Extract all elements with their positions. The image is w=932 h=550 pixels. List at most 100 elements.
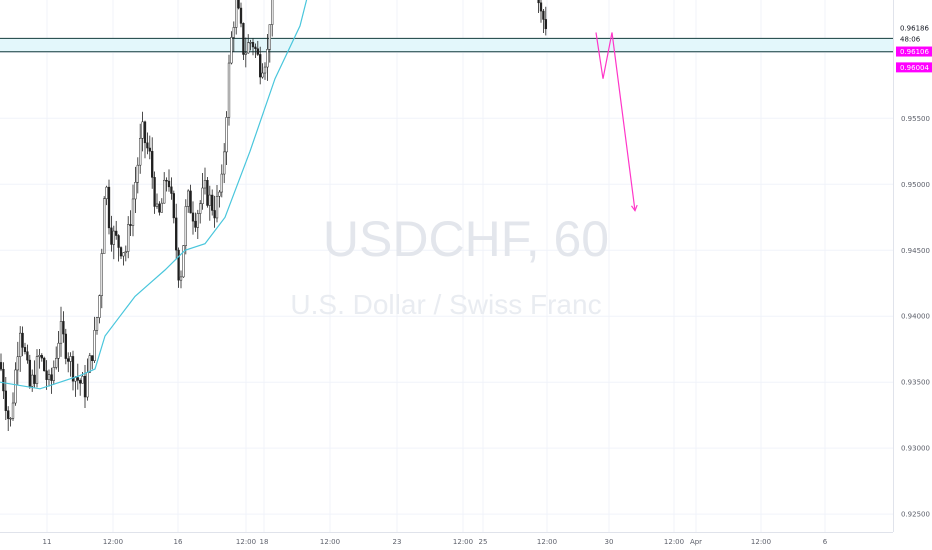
candle-body bbox=[215, 195, 219, 219]
candle-body bbox=[225, 117, 228, 153]
price-tag-box bbox=[896, 62, 932, 73]
candle-body bbox=[227, 62, 231, 118]
candle-body bbox=[52, 367, 55, 381]
time-tick-label: 12:00 bbox=[751, 538, 771, 546]
candle-body bbox=[136, 164, 139, 183]
candle-body bbox=[158, 203, 161, 213]
price-tag-box bbox=[896, 46, 932, 57]
support-resistance-zones[interactable] bbox=[0, 0, 893, 53]
watermark-symbol: USDCHF, 60 bbox=[323, 211, 609, 267]
time-tick-label: 23 bbox=[393, 538, 402, 546]
candle-body bbox=[127, 224, 130, 252]
candle-body bbox=[86, 372, 89, 398]
candle-body bbox=[93, 330, 96, 361]
candle-body bbox=[26, 351, 29, 361]
candle-body bbox=[115, 230, 118, 236]
price-tick-label: 0.94000 bbox=[901, 313, 930, 321]
candle-body bbox=[2, 368, 5, 392]
time-tick-label: 12:00 bbox=[453, 538, 473, 546]
time-tick-label: 25 bbox=[479, 538, 488, 546]
grid-lines bbox=[0, 0, 893, 532]
time-tick-label: 12:00 bbox=[103, 538, 123, 546]
candle-body bbox=[38, 355, 41, 357]
candle-body bbox=[16, 356, 19, 371]
candle-body bbox=[28, 359, 31, 387]
time-tick-label: 30 bbox=[605, 538, 614, 546]
price-tick-label: 0.95500 bbox=[901, 115, 930, 123]
arrow-head bbox=[630, 204, 638, 212]
candle-body bbox=[50, 374, 53, 381]
price-tick-label: 0.95000 bbox=[901, 181, 930, 189]
candle-body bbox=[160, 202, 163, 213]
candle-body bbox=[131, 198, 135, 226]
time-tick-label: 16 bbox=[174, 538, 183, 546]
time-axis-labels[interactable]: 11 12:00 16 12:00 18 12:00 23 12:00 25 12:00 30 12:… bbox=[43, 538, 828, 546]
price-tag-label: 48:06 bbox=[900, 36, 921, 44]
candle-body bbox=[43, 357, 46, 372]
candle-body bbox=[11, 402, 15, 419]
candle-body bbox=[23, 347, 27, 352]
price-tick-label: 0.94500 bbox=[901, 247, 930, 255]
candle-body bbox=[81, 375, 84, 384]
price-zone[interactable] bbox=[0, 38, 893, 52]
candle-body bbox=[119, 247, 123, 257]
candle-body bbox=[67, 358, 70, 362]
candle-body bbox=[537, 0, 540, 4]
candle-body bbox=[249, 42, 252, 44]
candle-body bbox=[230, 37, 233, 64]
candle-body bbox=[242, 23, 245, 55]
candle-body bbox=[4, 390, 7, 411]
candle-body bbox=[105, 186, 108, 199]
price-tag-label: 0.96186 bbox=[900, 24, 929, 32]
candle-body bbox=[45, 370, 48, 380]
candle-body bbox=[146, 142, 149, 149]
candle-body bbox=[88, 355, 91, 373]
price-tick-label: 0.93500 bbox=[901, 379, 930, 387]
time-tick-label: 6 bbox=[823, 538, 828, 546]
candle-body bbox=[191, 212, 195, 222]
moving-average-line bbox=[0, 0, 308, 390]
watermark-description: U.S. Dollar / Swiss Franc bbox=[290, 289, 601, 320]
candle-body bbox=[98, 295, 101, 318]
candle-body bbox=[74, 377, 77, 382]
candle-body bbox=[47, 374, 51, 380]
candle-body bbox=[203, 180, 207, 189]
candle-body bbox=[244, 52, 247, 55]
candle-body bbox=[110, 227, 113, 245]
projection-arrow-down[interactable] bbox=[595, 32, 636, 211]
candle-body bbox=[259, 54, 262, 78]
candle-body bbox=[196, 213, 199, 228]
candle-body bbox=[199, 203, 202, 214]
candle-body bbox=[172, 193, 175, 219]
candle-body bbox=[268, 24, 271, 50]
price-tick-label: 0.93000 bbox=[901, 445, 930, 453]
candle-body bbox=[261, 72, 264, 78]
candle-body bbox=[179, 276, 183, 281]
candle-body bbox=[69, 356, 72, 362]
candle-body bbox=[83, 375, 87, 398]
candle-body bbox=[211, 194, 214, 211]
candle-body bbox=[14, 369, 17, 404]
candlestick-series bbox=[0, 0, 547, 431]
projection-arrows[interactable] bbox=[595, 0, 646, 212]
candle-body bbox=[542, 10, 545, 20]
axes bbox=[0, 0, 894, 533]
candle-body bbox=[151, 151, 154, 178]
candle-body bbox=[76, 377, 79, 381]
candle-body bbox=[271, 0, 274, 25]
candle-body bbox=[263, 66, 267, 74]
candle-body bbox=[201, 187, 204, 204]
candle-body bbox=[194, 220, 197, 228]
candle-body bbox=[254, 46, 257, 49]
watermark: USDCHF, 60 U.S. Dollar / Swiss Franc bbox=[290, 211, 609, 320]
candle-body bbox=[170, 186, 173, 194]
candle-body bbox=[223, 151, 226, 175]
candle-body bbox=[177, 249, 180, 281]
time-tick-label: 11 bbox=[43, 538, 52, 546]
moving-average bbox=[0, 0, 308, 390]
candle-body bbox=[117, 235, 120, 248]
candle-body bbox=[21, 332, 24, 348]
candle-body bbox=[55, 357, 58, 368]
